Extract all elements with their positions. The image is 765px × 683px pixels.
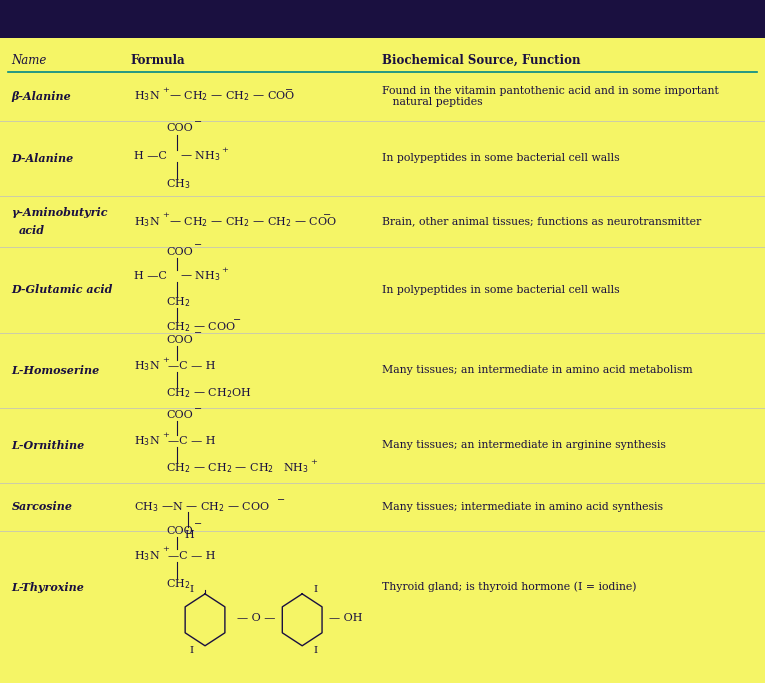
Text: Sarcosine: Sarcosine [11, 501, 73, 512]
Text: H —C: H —C [134, 151, 167, 161]
Text: — O —: — O — [237, 613, 275, 624]
Text: —C — H: —C — H [168, 361, 216, 371]
Text: +: + [221, 145, 228, 154]
Text: Thyroid gland; is thyroid hormone (I = iodine): Thyroid gland; is thyroid hormone (I = i… [382, 582, 637, 592]
Text: CH$_3$ —N — CH$_2$ — COO: CH$_3$ —N — CH$_2$ — COO [134, 500, 270, 514]
Text: L-Ornithine: L-Ornithine [11, 440, 85, 451]
Text: −: − [194, 404, 203, 414]
Text: Brain, other animal tissues; functions as neurotransmitter: Brain, other animal tissues; functions a… [382, 217, 702, 227]
Text: I: I [314, 585, 318, 594]
Text: −: − [194, 117, 203, 127]
Text: NH$_3$: NH$_3$ [283, 462, 309, 475]
Text: Many tissues; an intermediate in arginine synthesis: Many tissues; an intermediate in arginin… [382, 441, 666, 450]
Text: I: I [314, 645, 318, 654]
Text: CH$_2$ — CH$_2$ — CH$_2$: CH$_2$ — CH$_2$ — CH$_2$ [166, 462, 274, 475]
Text: −: − [277, 496, 285, 505]
Text: COO: COO [166, 526, 193, 536]
Text: CH$_3$: CH$_3$ [166, 178, 190, 191]
Text: Many tissues; an intermediate in amino acid metabolism: Many tissues; an intermediate in amino a… [382, 365, 693, 375]
Text: +: + [310, 458, 317, 466]
Text: γ-Aminobutyric: γ-Aminobutyric [11, 207, 108, 219]
Text: In polypeptides in some bacterial cell walls: In polypeptides in some bacterial cell w… [382, 154, 620, 163]
Text: −: − [285, 85, 294, 95]
Text: Found in the vitamin pantothenic acid and in some important
   natural peptides: Found in the vitamin pantothenic acid an… [382, 85, 719, 107]
Text: Biochemical Source, Function: Biochemical Source, Function [382, 53, 581, 67]
Text: Name: Name [11, 53, 47, 67]
Text: β-Alanine: β-Alanine [11, 91, 71, 102]
Text: D-Alanine: D-Alanine [11, 153, 73, 164]
Text: +: + [221, 266, 228, 274]
Text: L-Thyroxine: L-Thyroxine [11, 581, 84, 593]
Text: +: + [162, 356, 169, 364]
Text: I: I [189, 645, 194, 654]
Text: H$_3$N: H$_3$N [134, 434, 160, 448]
Text: +: + [162, 546, 169, 553]
Text: acid: acid [19, 225, 45, 236]
Text: H$_3$N: H$_3$N [134, 548, 160, 563]
Text: Formula: Formula [130, 53, 184, 67]
Text: CH$_2$ — COO: CH$_2$ — COO [166, 320, 236, 334]
Text: —C — H: —C — H [168, 550, 216, 561]
Text: COO: COO [166, 247, 193, 257]
Text: — CH$_2$ — CH$_2$ — CH$_2$ — COO: — CH$_2$ — CH$_2$ — CH$_2$ — COO [169, 214, 337, 229]
Text: COO: COO [166, 124, 193, 133]
Text: −: − [194, 241, 203, 250]
Text: I: I [189, 585, 194, 594]
Text: H$_3$N: H$_3$N [134, 214, 160, 229]
Text: — CH$_2$ — CH$_2$ — COO: — CH$_2$ — CH$_2$ — COO [169, 89, 295, 103]
Text: COO: COO [166, 335, 193, 345]
Text: H$_3$N: H$_3$N [134, 89, 160, 103]
Text: In polypeptides in some bacterial cell walls: In polypeptides in some bacterial cell w… [382, 285, 620, 295]
Text: — OH: — OH [329, 613, 363, 624]
Text: —C — H: —C — H [168, 436, 216, 446]
Text: −: − [233, 316, 241, 325]
Text: CH$_2$: CH$_2$ [166, 577, 190, 591]
Text: H$_3$N: H$_3$N [134, 359, 160, 373]
Text: D-Glutamic acid: D-Glutamic acid [11, 284, 113, 296]
Text: L-Homoserine: L-Homoserine [11, 365, 99, 376]
Text: — NH$_3$: — NH$_3$ [180, 269, 220, 283]
Text: −: − [323, 211, 331, 220]
Text: +: + [162, 431, 169, 439]
Text: H: H [184, 530, 194, 540]
Text: +: + [162, 212, 169, 219]
Text: — NH$_3$: — NH$_3$ [180, 149, 220, 163]
Text: Many tissues; intermediate in amino acid synthesis: Many tissues; intermediate in amino acid… [382, 502, 663, 512]
Text: −: − [194, 520, 203, 529]
Text: CH$_2$ — CH$_2$OH: CH$_2$ — CH$_2$OH [166, 387, 252, 400]
Text: H —C: H —C [134, 271, 167, 281]
Text: CH$_2$: CH$_2$ [166, 295, 190, 309]
Bar [0, 0, 765, 38]
Text: −: − [194, 329, 203, 339]
Text: +: + [162, 86, 169, 94]
Text: COO: COO [166, 410, 193, 420]
